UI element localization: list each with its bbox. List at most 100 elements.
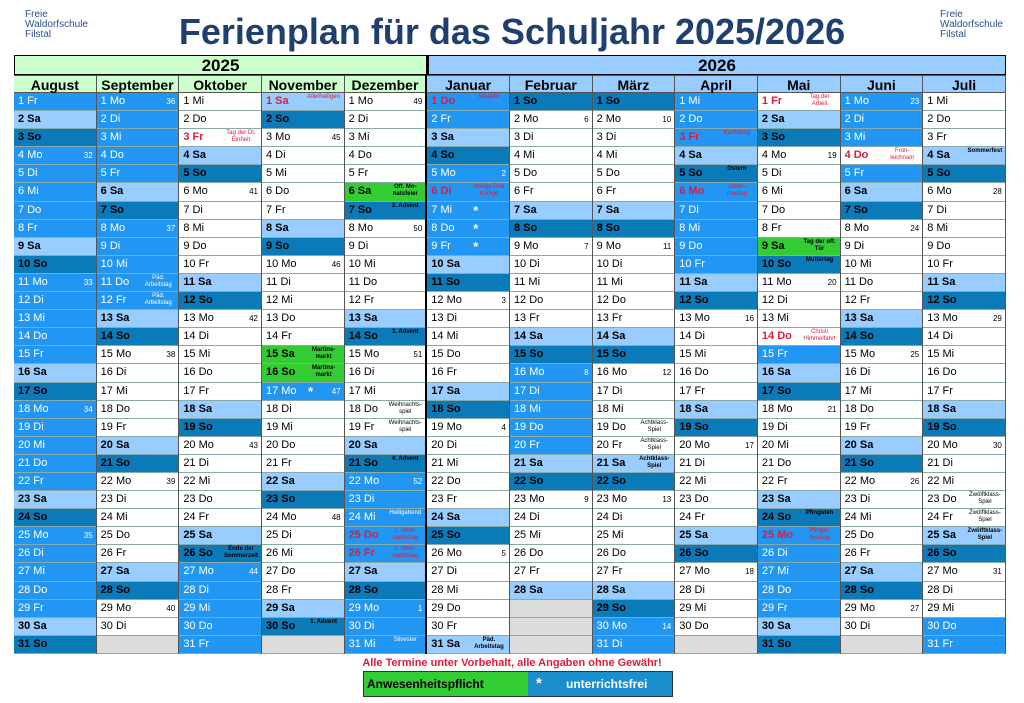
- day-label: 24 So: [18, 511, 48, 524]
- day-label: 29 Do: [431, 601, 461, 614]
- day-cell: 9 Sa: [14, 237, 96, 256]
- day-cell: 11 Sa: [675, 273, 757, 293]
- day-label: 21 Do: [761, 456, 792, 469]
- day-cell: 4 Do Fron-leichnam: [840, 147, 923, 166]
- day-label: 27 Mo: [183, 565, 214, 578]
- day-label: 4 So: [431, 149, 455, 162]
- day-label: 25 Do: [844, 529, 874, 542]
- day-label: 29 Fr: [18, 601, 44, 614]
- day-label: 31 Mi: [348, 637, 376, 650]
- day-label: 22 So: [513, 474, 544, 487]
- week-number: 39: [166, 476, 176, 486]
- day-label: 15 Sa: [265, 348, 295, 361]
- month-header: Februar: [509, 75, 592, 93]
- day-cell: 12 Fr Päd. Arbeitstag: [96, 292, 179, 311]
- day-label: 2 Sa: [761, 113, 785, 126]
- day-label: 4 Mo: [18, 149, 43, 162]
- day-cell: 1 So: [509, 93, 592, 112]
- day-label: 7 Di: [927, 203, 947, 216]
- day-cell: 14 So 3. Advent: [344, 328, 426, 347]
- week-number: 17: [745, 440, 754, 450]
- day-label: 5 Mo: [431, 167, 456, 180]
- day-label: 23 Fr: [431, 493, 457, 506]
- day-cell: 13 Fr: [592, 310, 675, 329]
- day-cell: 1 Fr Tag der Arbeit: [757, 93, 840, 112]
- day-label: 25 Mo: [18, 529, 49, 542]
- day-cell: 16 Di: [840, 364, 923, 383]
- day-label: 27 Sa: [100, 565, 130, 578]
- day-label: 20 Sa: [100, 438, 130, 451]
- day-cell: 27 Mo 18: [675, 563, 757, 582]
- day-label: 30 Do: [679, 619, 709, 632]
- day-cell: 7 Di: [923, 201, 1005, 220]
- day-label: 24 Mi: [844, 511, 872, 524]
- day-cell: 20 Do: [261, 436, 344, 455]
- day-label: 2 Di: [348, 113, 369, 126]
- day-cell: 27 Mi: [14, 563, 96, 582]
- day-note: Tag der Dt. Einheit: [226, 130, 256, 144]
- day-cell: 24 Mi: [96, 509, 179, 528]
- day-label: 24 Fr: [679, 511, 705, 524]
- day-cell: 25 Do 1. Weih-nachtstag: [344, 527, 426, 546]
- day-label: 25 Mo: [761, 529, 794, 542]
- school-free-star-icon: *: [473, 220, 479, 236]
- day-label: 27 Di: [431, 565, 457, 578]
- day-note: Zwölftklass-Spiel: [969, 510, 1001, 524]
- week-number: 49: [413, 97, 423, 106]
- day-cell: 30 Mo 14: [592, 617, 675, 636]
- day-label: 17 Mi: [348, 384, 376, 397]
- day-cell: 25 Sa Zwölftklass-Spiel: [923, 527, 1005, 546]
- day-cell: 28 So: [344, 581, 426, 600]
- day-label: 29 Mi: [183, 601, 211, 614]
- week-number: 43: [249, 440, 258, 450]
- day-cell: 5 Do: [509, 165, 592, 184]
- day-label: 29 Mo: [100, 601, 132, 614]
- day-cell: 22 So: [592, 472, 675, 492]
- day-cell: 10 Fr: [923, 255, 1005, 274]
- day-cell: 12 Do: [592, 292, 675, 311]
- day-cell: 25 Mi: [509, 527, 592, 546]
- day-cell: 17 Mo 47 *: [261, 382, 344, 401]
- day-label: 26 Di: [761, 547, 788, 560]
- month-column: November 1 Sa Allerheiligen 2 So 3 Mo 45 4 Di 5…: [261, 75, 345, 654]
- day-label: 16 Do: [927, 366, 957, 379]
- day-cell: 10 Di: [592, 255, 675, 274]
- day-cell: 6 Di Heilige Drei Könige: [427, 183, 509, 202]
- day-cell: 16 Mo 8: [509, 364, 592, 383]
- day-cell: 22 Mi: [923, 472, 1005, 492]
- day-cell: 13 Mo 16: [675, 310, 757, 329]
- day-label: 18 Do: [100, 402, 131, 415]
- day-label: 19 So: [679, 420, 709, 433]
- day-label: 13 Do: [265, 312, 296, 325]
- day-cell: 4 Sa: [675, 147, 757, 166]
- day-label: 15 Mi: [183, 348, 211, 361]
- day-label: 13 Mo: [927, 312, 958, 325]
- day-label: 11 Do: [100, 275, 130, 288]
- day-cell: 17 So: [14, 382, 96, 401]
- day-cell: 18 Mi: [509, 400, 592, 419]
- day-label: 14 Di: [679, 330, 705, 343]
- day-label: 4 Do: [100, 149, 124, 162]
- day-label: 22 Fr: [761, 474, 788, 487]
- day-cell: 29 Mi: [179, 599, 261, 618]
- day-label: 18 Mo: [18, 402, 49, 415]
- day-label: 3 So: [18, 131, 42, 144]
- day-cell: 3 Fr: [923, 129, 1005, 148]
- day-note: Zwölftklass-Spiel: [967, 528, 1003, 542]
- day-label: 23 Sa: [18, 493, 47, 506]
- day-cell: 18 Do Weihnachts-spiel: [344, 400, 426, 419]
- day-label: 19 So: [183, 420, 213, 433]
- day-label: 10 Mi: [844, 257, 872, 270]
- week-number: 6: [584, 115, 589, 125]
- day-cell: 9 Fr *: [427, 237, 509, 256]
- day-cell: 17 Mi: [96, 382, 179, 401]
- day-cell: 3 Mi: [840, 129, 923, 148]
- day-label: 1 Mo: [100, 95, 126, 107]
- day-label: 29 Fr: [761, 601, 788, 614]
- day-label: 30 Fr: [431, 619, 457, 632]
- day-cell: 22 Fr: [14, 472, 96, 492]
- day-label: 7 Sa: [513, 203, 537, 216]
- day-label: 5 Do: [596, 167, 620, 180]
- day-label: 31 Fr: [183, 637, 209, 650]
- day-label: 10 Fr: [183, 257, 209, 270]
